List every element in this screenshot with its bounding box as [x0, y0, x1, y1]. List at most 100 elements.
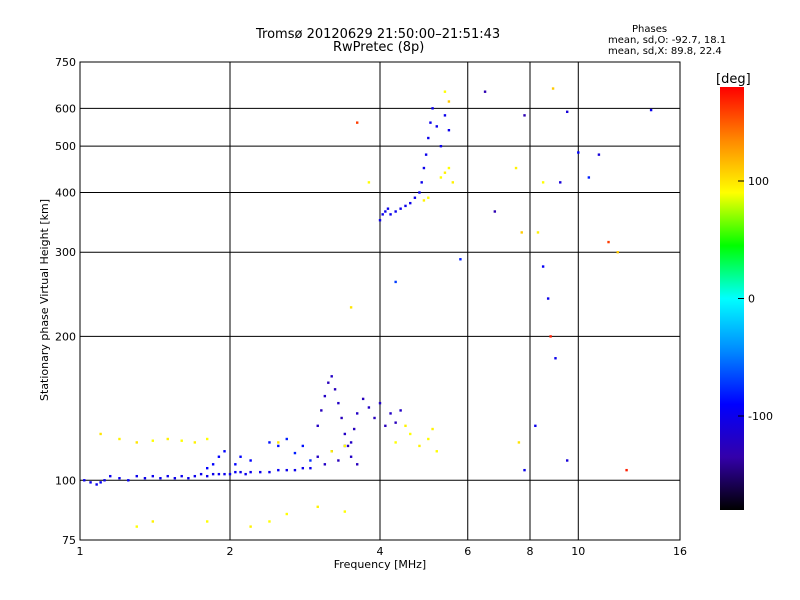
data-point [228, 472, 232, 476]
data-point [565, 110, 569, 114]
data-point [249, 525, 252, 528]
data-point [523, 114, 526, 117]
data-point [435, 450, 438, 453]
y-tick-label: 300 [55, 246, 76, 259]
data-point [109, 474, 112, 478]
stats-line-o: mean, sd,O: -92.7, 18.1 [608, 35, 727, 46]
data-point [439, 144, 443, 148]
data-point [205, 437, 209, 441]
data-point [180, 474, 183, 478]
data-point [340, 416, 343, 420]
data-point [429, 121, 432, 124]
data-point [135, 474, 138, 478]
colorbar-tick-label: 100 [748, 175, 769, 188]
y-tick-label: 75 [62, 534, 76, 547]
data-point [431, 427, 434, 431]
data-point [193, 441, 197, 444]
data-point [459, 258, 462, 261]
data-point [327, 381, 330, 384]
data-point [349, 306, 353, 309]
data-point [493, 210, 497, 213]
data-point [346, 444, 350, 448]
y-tick-labels: 75 100 200 300 400 500 600 750 [55, 56, 76, 547]
grid [79, 61, 681, 541]
data-point [361, 397, 365, 401]
data-point [546, 297, 550, 300]
data-point [420, 181, 423, 184]
data-point [373, 416, 376, 420]
data-point [355, 463, 359, 466]
data-point [349, 455, 353, 458]
data-point [389, 412, 392, 415]
y-axis-label: Stationary phase Virtual Height [km] [38, 199, 51, 401]
chart-title: Tromsø 20120629 21:50:00–21:51:43 [256, 27, 501, 42]
data-point [187, 477, 190, 480]
data-point [118, 477, 121, 480]
data-point [404, 204, 407, 208]
data-point [223, 472, 226, 476]
data-point [199, 472, 203, 476]
data-point [268, 470, 271, 474]
data-point [427, 136, 430, 140]
data-point [103, 479, 106, 482]
data-point [625, 468, 628, 472]
data-point [349, 441, 353, 444]
data-point [309, 466, 312, 470]
data-point [514, 166, 518, 170]
data-point [447, 100, 451, 103]
data-point [316, 455, 319, 458]
data-point [517, 441, 521, 444]
data-point [127, 479, 130, 482]
data-point [193, 474, 197, 478]
data-point [577, 151, 580, 154]
data-point [323, 463, 327, 466]
data-point [483, 90, 487, 93]
data-point [180, 439, 183, 442]
x-tick-label: 16 [673, 545, 687, 558]
data-point [337, 459, 340, 462]
data-point [223, 450, 226, 453]
data-point [151, 520, 155, 523]
data-point [239, 455, 242, 458]
data-points [83, 87, 653, 528]
data-point [443, 90, 447, 93]
data-point [301, 444, 305, 448]
data-point [534, 424, 537, 428]
data-point [234, 470, 237, 474]
data-point [565, 459, 569, 462]
x-axis-label: Frequency [MHz] [334, 558, 426, 571]
data-point [333, 388, 337, 391]
data-point [343, 510, 347, 513]
data-point [293, 451, 297, 455]
data-point [520, 231, 523, 234]
data-point [386, 207, 390, 210]
data-point [394, 421, 397, 424]
data-point [337, 401, 340, 405]
data-point [394, 210, 397, 213]
data-point [381, 213, 384, 216]
data-point [277, 444, 280, 448]
data-point [607, 240, 610, 244]
data-point [143, 477, 147, 480]
data-point [523, 468, 526, 472]
data-point [367, 181, 371, 184]
data-point [559, 181, 562, 184]
data-point [249, 470, 252, 474]
data-point [439, 176, 443, 179]
data-point [330, 450, 333, 453]
colorbar-tick-label: 0 [748, 293, 755, 306]
data-point [135, 441, 138, 444]
data-point [277, 468, 280, 472]
data-point [409, 201, 412, 205]
data-point [424, 153, 428, 156]
data-point [259, 470, 262, 474]
data-point [293, 468, 297, 472]
y-tick-label: 750 [55, 56, 76, 69]
y-tick-label: 500 [55, 140, 76, 153]
data-point [301, 466, 305, 470]
data-point [443, 114, 447, 117]
stats-heading: Phases [632, 24, 668, 35]
data-point [343, 444, 347, 448]
data-point [330, 375, 333, 378]
data-point [285, 437, 288, 441]
